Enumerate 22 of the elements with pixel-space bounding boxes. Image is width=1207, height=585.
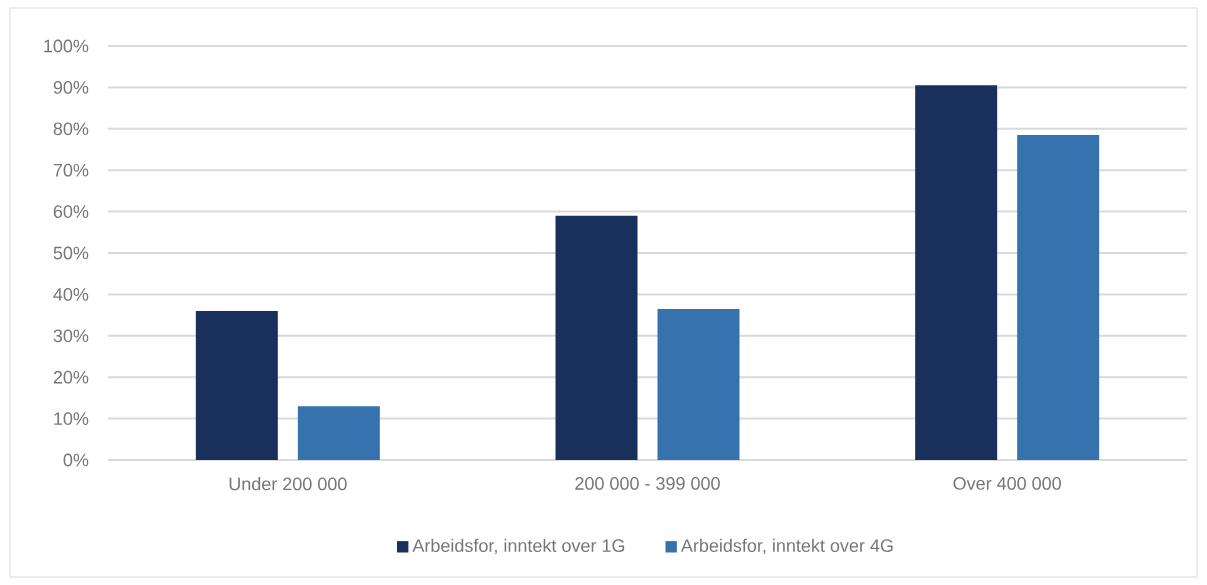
y-tick-label: 40%	[53, 288, 89, 301]
x-tick-label: 200 000 - 399 000	[575, 477, 720, 490]
y-tick-label: 20%	[53, 370, 89, 384]
bar	[555, 215, 638, 460]
legend-label: Arbeidsfor, inntekt over 1G	[412, 538, 625, 555]
y-tick-label: 100%	[44, 39, 89, 53]
y-tick-label: 60%	[53, 205, 89, 218]
y-tick-label: 50%	[53, 246, 89, 260]
x-tick-label: Over 400 000	[953, 477, 1061, 490]
y-tick-label: 70%	[53, 163, 89, 177]
x-tick-label: Under 200 000	[229, 477, 347, 491]
y-tick-label: 30%	[53, 329, 89, 343]
bar	[1017, 135, 1100, 460]
y-tick-label: 80%	[53, 122, 89, 136]
y-tick-label: 0%	[63, 453, 89, 467]
y-tick-label: 10%	[54, 412, 89, 425]
legend-label: Arbeidsfor, inntekt over 4G	[680, 538, 893, 555]
bar	[657, 308, 740, 460]
bar	[297, 406, 380, 460]
y-tick-label: 90%	[53, 81, 89, 94]
bar	[915, 85, 998, 460]
bar	[195, 310, 278, 460]
